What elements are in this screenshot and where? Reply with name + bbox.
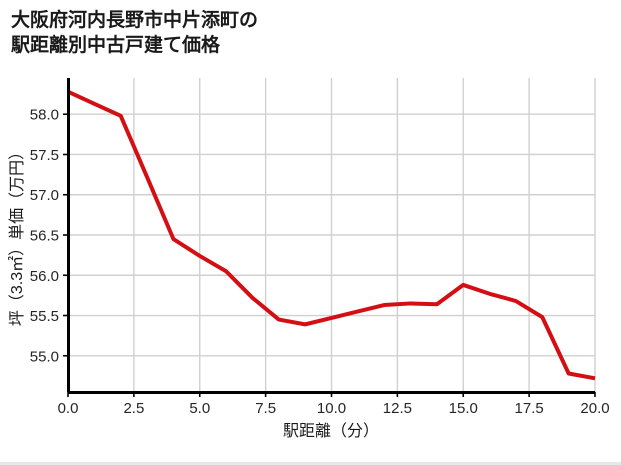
y-tick-label: 55.5 (30, 308, 59, 325)
y-tick-label: 58.0 (30, 107, 59, 124)
x-tick-label: 5.0 (189, 400, 210, 417)
y-axis-ticks: 55.0 55.5 56.0 56.5 57.0 57.5 58.0 (30, 107, 68, 365)
x-tick-label: 2.5 (123, 400, 144, 417)
vertical-gridlines (133, 78, 596, 392)
bottom-divider (0, 462, 621, 465)
y-tick-label: 55.0 (30, 348, 59, 365)
x-axis-ticks: 0.0 2.5 5.0 7.5 10.0 12.5 15.0 17.5 20.0 (58, 392, 610, 417)
x-tick-label: 7.5 (255, 400, 276, 417)
y-tick-label: 56.5 (30, 228, 59, 245)
x-tick-label: 20.0 (580, 400, 609, 417)
y-tick-label: 57.0 (30, 187, 59, 204)
x-tick-label: 12.5 (383, 400, 412, 417)
x-tick-label: 0.0 (58, 400, 79, 417)
x-tick-label: 15.0 (449, 400, 478, 417)
x-tick-label: 17.5 (515, 400, 544, 417)
price-line-series (67, 89, 596, 381)
y-tick-label: 56.0 (30, 268, 59, 285)
x-axis-title: 駅距離（分） (283, 422, 379, 440)
y-axis-title: 坪（3.3㎡）単価（万円） (8, 144, 26, 326)
page-title: 大阪府河内長野市中片添町の 駅距離別中古戸建て価格 (11, 10, 259, 56)
x-tick-label: 10.0 (317, 400, 346, 417)
y-tick-label: 57.5 (30, 147, 59, 164)
